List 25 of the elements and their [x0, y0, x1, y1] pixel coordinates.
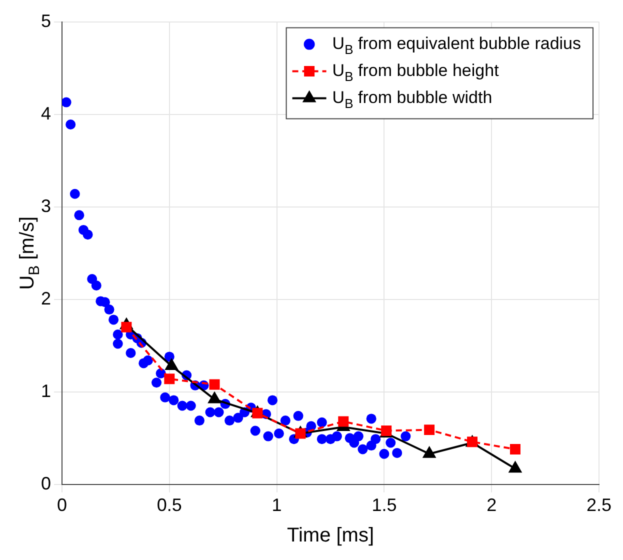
point	[209, 379, 220, 390]
x-axis-title: Time [ms]	[286, 524, 374, 547]
point	[423, 446, 436, 458]
y-tick-label: 1	[40, 380, 52, 401]
y-tick-label: 5	[40, 10, 52, 31]
point	[208, 392, 221, 404]
x-tick-label: 1	[272, 495, 282, 516]
y-tick-label: 3	[40, 196, 52, 216]
point	[295, 428, 306, 439]
point	[424, 424, 435, 436]
point	[252, 408, 263, 418]
y-tick-label: 2	[40, 288, 52, 308]
x-tick-label: 2	[486, 495, 497, 516]
x-tick-label: 0.5	[156, 495, 182, 516]
point	[338, 416, 349, 427]
x-tick-label: 2.5	[586, 495, 612, 516]
x-tick-label: 0	[57, 495, 68, 516]
y-tick-label: 4	[40, 103, 52, 124]
point	[509, 462, 522, 473]
point	[510, 444, 520, 454]
point	[121, 322, 132, 332]
y-tick-label: 0	[40, 473, 52, 494]
x-tick-label: 1.5	[372, 495, 397, 516]
y-axis-title: UB [m/s]	[16, 216, 44, 290]
point	[164, 374, 175, 384]
